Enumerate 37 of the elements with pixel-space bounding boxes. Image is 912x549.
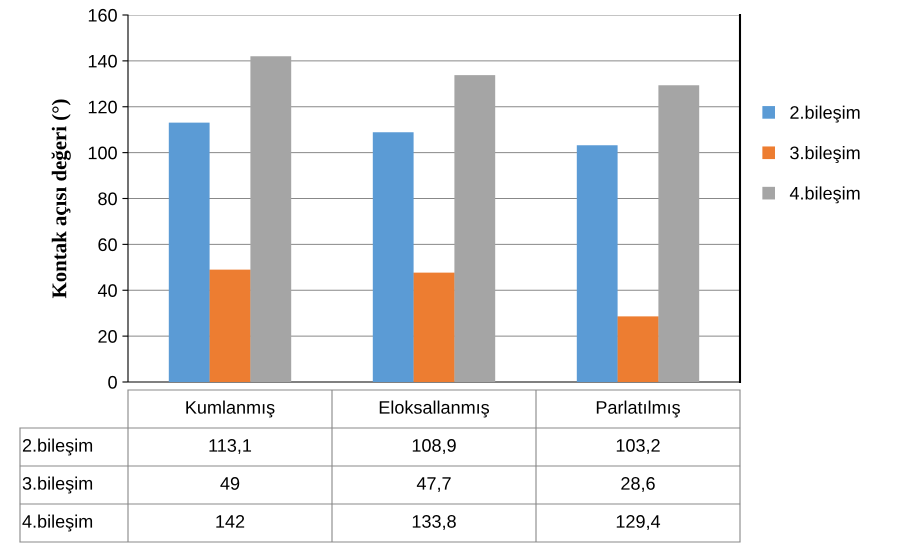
bar: [372, 132, 414, 382]
bar: [576, 145, 618, 382]
bar: [210, 270, 250, 382]
data-label: 108,9: [412, 439, 456, 454]
y-tick-label: 80: [98, 192, 117, 206]
y-tick-label: 120: [88, 100, 117, 114]
legend-label: 2.bileşim: [790, 106, 860, 123]
data-label: 142: [216, 515, 244, 528]
data-label: 49: [220, 477, 240, 490]
y-tick-label: 160: [88, 8, 117, 22]
y-tick-label: 20: [98, 330, 117, 343]
bar: [168, 122, 210, 382]
data-label: 129,4: [616, 515, 660, 530]
y-tick-label: 0: [108, 376, 117, 389]
y-axis-title: Kontak açısı değeri (°): [52, 99, 71, 298]
text: 2.bileşim: [22, 438, 92, 456]
y-tick-label: 100: [88, 146, 117, 160]
text: 3.bileşim: [22, 476, 92, 494]
bar: [414, 272, 454, 382]
text: 4.bileşim: [22, 514, 92, 532]
y-tick-label: 60: [98, 238, 117, 252]
data-label: 133,8: [412, 515, 456, 530]
data-label: 103,2: [616, 439, 660, 454]
x-tick-label: Parlatılmış: [596, 400, 680, 418]
data-label: 113,1: [209, 439, 252, 454]
bar: [618, 316, 658, 382]
x-tick-label: Eloksallanmış: [380, 400, 490, 418]
y-tick-label: 140: [88, 54, 117, 68]
data-label: 47,7: [416, 477, 451, 492]
legend-label: 4.bileşim: [790, 186, 860, 204]
legend-label: 3.bileşim: [790, 146, 860, 163]
y-tick-label: 40: [98, 284, 117, 297]
bar: [250, 56, 292, 382]
bar: [658, 85, 700, 382]
bar: [454, 75, 496, 382]
data-label: 28,6: [621, 477, 655, 492]
x-tick-label: Kumlanmış: [186, 400, 274, 418]
